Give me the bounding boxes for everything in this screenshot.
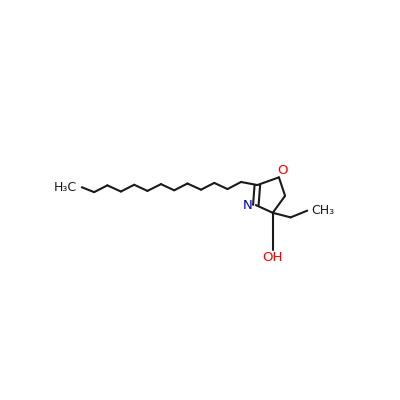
Text: CH₃: CH₃	[311, 204, 334, 217]
Text: O: O	[278, 164, 288, 177]
Text: OH: OH	[262, 251, 283, 264]
Text: H₃C: H₃C	[54, 181, 77, 194]
Text: N: N	[243, 199, 253, 212]
